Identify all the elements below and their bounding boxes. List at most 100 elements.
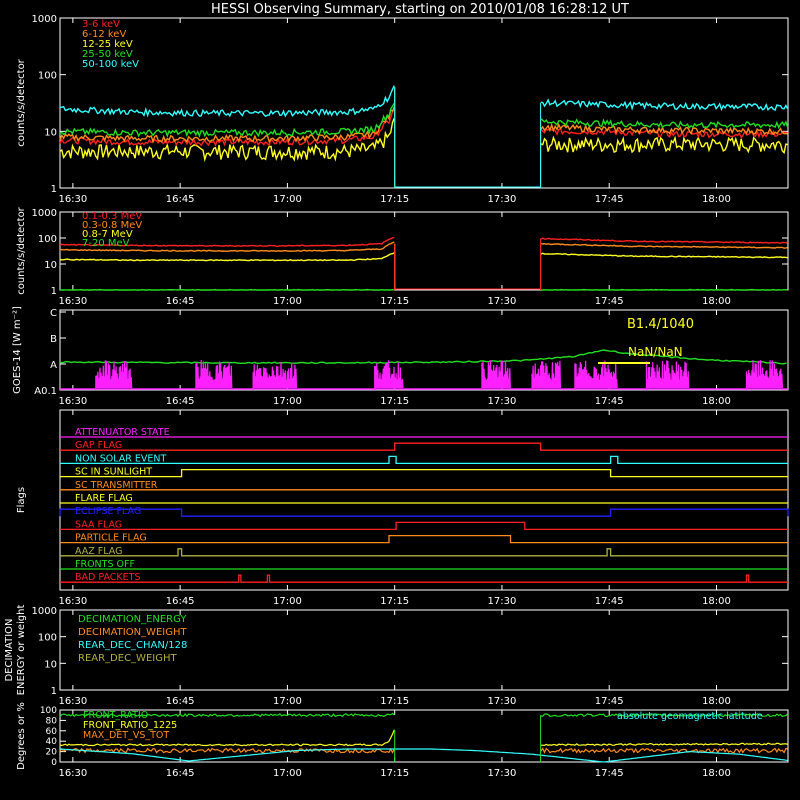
- x-tick-label: 16:30: [58, 768, 87, 779]
- flag-label: FRONTS OFF: [75, 559, 135, 570]
- legend-entry: 50-100 keV: [82, 59, 139, 70]
- x-tick-label: 17:30: [488, 596, 517, 607]
- y-tick-label: 0: [51, 758, 57, 768]
- x-tick-label: 17:15: [380, 194, 409, 205]
- y-tick-label: 60: [46, 727, 58, 737]
- legend-entry: 0.1-0.3 MeV: [82, 211, 142, 222]
- latitude-annotation: absolute geomagnetic latitude: [617, 711, 763, 722]
- flag-label: FLARE FLAG: [75, 493, 133, 504]
- flare-annotation: B1.4/1040: [627, 317, 694, 332]
- series-line-0-3-0-8-mev: [59, 241, 788, 253]
- y-tick-label: A: [50, 360, 57, 371]
- x-tick-label: 16:45: [166, 696, 195, 707]
- legend-entry: MAX_DET_VS_TOT: [83, 730, 169, 741]
- y-tick-label: A0.1: [34, 386, 57, 397]
- x-tick-label: 16:30: [58, 696, 87, 707]
- x-tick-label: 16:45: [166, 768, 195, 779]
- y-tick-label: 1000: [32, 208, 57, 219]
- panel-frame-4: 16:30 16:45 17:00 17:15 17:30 17:45 18:00 DECIM…: [4, 605, 789, 707]
- series-line-12-25-kev: [59, 117, 788, 163]
- y-tick-label: 100: [38, 633, 57, 644]
- legend-entry: REAR_DEC_CHAN/128: [78, 640, 187, 651]
- panel-border: [59, 709, 789, 763]
- particle-burst: [574, 360, 618, 390]
- flag-trace: [60, 455, 788, 465]
- x-tick-label: 17:30: [488, 296, 517, 307]
- particle-burst: [531, 360, 561, 390]
- x-tick-label: 17:00: [273, 396, 302, 407]
- flag-trace: [60, 468, 788, 478]
- x-tick-label: 16:30: [58, 396, 87, 407]
- panel-frame-5: 16:30 16:45 17:00 17:15 17:30 17:45 18:00 Degre…: [16, 702, 789, 779]
- particle-burst: [252, 361, 298, 390]
- y-axis-label: Flags: [16, 487, 27, 513]
- legend-entry: 3-6 keV: [82, 19, 120, 30]
- y-axis-label: counts/s/detector: [16, 58, 27, 146]
- x-tick-label: 17:15: [380, 696, 409, 707]
- x-tick-label: 18:00: [702, 396, 731, 407]
- x-tick-label: 18:00: [702, 194, 731, 205]
- flag-label: NON SOLAR EVENT: [75, 453, 166, 464]
- panel-frame-0: 16:30 16:45 17:00 17:15 17:30 17:45 18:00 count…: [16, 14, 789, 205]
- flag-trace: [60, 521, 788, 531]
- y-tick-label: 80: [46, 716, 58, 726]
- y-tick-label: 100: [38, 234, 57, 245]
- legend-entry: 12-25 keV: [82, 39, 133, 50]
- y-axis-label-line2: ENERGY or weight: [16, 605, 27, 696]
- flag-trace: [59, 508, 789, 517]
- x-tick-label: 17:45: [595, 596, 624, 607]
- y-tick-label: 10: [44, 659, 57, 670]
- panel-frame-1: 16:30 16:45 17:00 17:15 17:30 17:45 18:00 count…: [16, 206, 789, 307]
- flag-label: ATTENUATOR STATE: [75, 427, 170, 438]
- x-tick-label: 17:15: [380, 396, 409, 407]
- flag-trace: [60, 534, 788, 544]
- particle-burst: [745, 360, 783, 390]
- x-tick-label: 16:45: [166, 296, 195, 307]
- panel-border: [59, 211, 789, 291]
- x-tick-label: 17:00: [273, 194, 302, 205]
- y-tick-label: 1: [51, 686, 57, 697]
- y-tick-label: 100: [38, 71, 57, 82]
- y-axis-label-line1: DECIMATION: [4, 618, 15, 681]
- y-tick-label: 20: [46, 748, 58, 758]
- x-tick-label: 16:30: [58, 194, 87, 205]
- legend-entry: 7-20 MeV: [82, 238, 130, 249]
- y-axis-label: GOES-14 [W m⁻²]: [12, 306, 23, 394]
- goes-flux-line: [60, 349, 787, 365]
- x-tick-label: 17:15: [380, 296, 409, 307]
- series-line-absolute-geomagnetic-latitude: [59, 748, 788, 763]
- y-axis-label: counts/s/detector: [16, 206, 27, 294]
- x-tick-label: 16:45: [166, 194, 195, 205]
- x-tick-label: 17:45: [595, 194, 624, 205]
- flag-label: SC TRANSMITTER: [75, 480, 158, 491]
- y-tick-label: 1000: [32, 606, 57, 617]
- legend-entry: 0.3-0.8 MeV: [82, 220, 142, 231]
- x-tick-label: 17:15: [380, 596, 409, 607]
- x-tick-label: 17:30: [488, 696, 517, 707]
- y-tick-label: 1000: [32, 14, 57, 25]
- legend-entry: REAR_DEC_WEIGHT: [78, 653, 177, 664]
- x-tick-label: 17:00: [273, 296, 302, 307]
- x-tick-label: 17:45: [595, 296, 624, 307]
- x-tick-label: 17:30: [488, 768, 517, 779]
- x-tick-label: 17:45: [595, 768, 624, 779]
- legend-entry: FRONT_RATIO: [83, 710, 148, 721]
- flag-label: SC IN SUNLIGHT: [75, 467, 152, 478]
- x-tick-label: 18:00: [702, 296, 731, 307]
- y-tick-label: B: [50, 334, 57, 345]
- particle-burst: [645, 360, 690, 390]
- x-tick-label: 17:45: [595, 396, 624, 407]
- flag-trace: [60, 442, 788, 451]
- panel-frame-2: 16:30 16:45 17:00 17:15 17:30 17:45 18:00 GOES-…: [12, 306, 789, 407]
- series-line-front-ratio: [59, 712, 788, 718]
- x-tick-label: 16:45: [166, 596, 195, 607]
- x-tick-label: 17:00: [273, 768, 302, 779]
- legend-entry: 0.8-7 MeV: [82, 229, 133, 240]
- y-tick-label: 1: [51, 184, 57, 195]
- figure-title: HESSI Observing Summary, starting on 201…: [211, 2, 629, 17]
- flag-label: GAP FLAG: [75, 440, 122, 451]
- x-tick-label: 16:45: [166, 396, 195, 407]
- y-tick-label: C: [50, 308, 57, 319]
